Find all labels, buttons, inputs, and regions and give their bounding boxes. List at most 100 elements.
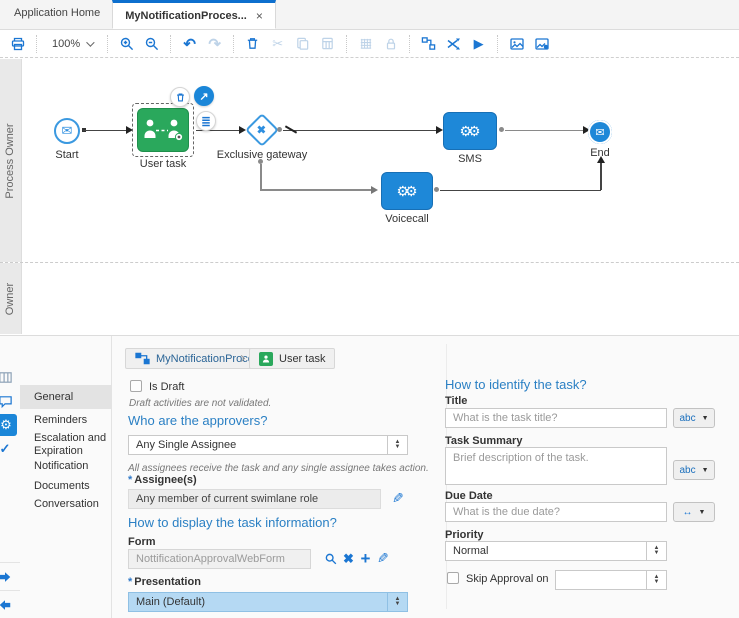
sequence-flow (260, 189, 372, 191)
sidebar-item-general[interactable]: General (20, 385, 112, 409)
user-task-node[interactable] (137, 108, 189, 152)
data-table-rail-button[interactable] (0, 367, 15, 387)
arrowhead-icon (371, 186, 378, 194)
play-button[interactable]: ▶ (473, 35, 484, 51)
swimlane-header-second[interactable]: Owner (0, 263, 22, 334)
trash-icon (176, 93, 184, 101)
menu-icon (202, 116, 210, 127)
export-image-button[interactable] (504, 33, 529, 55)
form-field[interactable] (128, 549, 311, 569)
envelope-icon: ✉ (595, 126, 605, 139)
paste-button[interactable] (315, 33, 340, 55)
sidebar-item-reminders[interactable]: Reminders (34, 414, 88, 426)
breadcrumb-process-label: MyNotificationProcess (156, 352, 265, 365)
sidebar-item-conversation[interactable]: Conversation (34, 498, 99, 510)
speech-bubble-icon (0, 395, 12, 408)
breadcrumb-usertask-button[interactable]: User task (249, 348, 336, 369)
swimlane-label: Process Owner (4, 122, 16, 199)
priority-select[interactable]: Normal ▲ ▼ (445, 541, 667, 561)
sidebar-item-notification[interactable]: Notification (34, 460, 89, 472)
sidebar-item-documents[interactable]: Documents (34, 480, 90, 492)
dropdown-caret-icon: ▼ (701, 466, 709, 474)
presentation-select[interactable]: Main (Default) ▲ ▼ (128, 592, 408, 612)
close-icon[interactable]: × (255, 8, 263, 23)
start-event-node[interactable]: ✉ (54, 118, 80, 144)
zoom-out-button[interactable] (139, 33, 164, 55)
abc-label: abc (679, 412, 696, 424)
sequence-flow (600, 162, 602, 190)
presentation-label: * Presentation (128, 576, 201, 588)
due-date-input[interactable] (445, 502, 667, 522)
delete-node-button[interactable] (170, 87, 190, 107)
zoom-in-button[interactable] (114, 33, 139, 55)
sequence-flow (83, 129, 128, 131)
redo-button[interactable]: ↷ (208, 35, 221, 53)
tab-process[interactable]: MyNotificationProces... × (112, 0, 276, 29)
skip-approval-select[interactable]: ▲ ▼ (555, 570, 667, 590)
is-draft-checkbox[interactable] (130, 380, 142, 392)
browse-form-button[interactable] (320, 548, 341, 569)
end-event-label: End (590, 147, 610, 159)
skip-approval-checkbox[interactable] (447, 572, 459, 584)
change-flow-button[interactable] (441, 33, 466, 55)
expand-panel-button[interactable] (0, 567, 15, 587)
validate-rail-button[interactable]: ✓ (0, 439, 15, 459)
zoom-level-select[interactable]: 100% (43, 38, 101, 50)
end-event-node[interactable]: ✉ (588, 120, 612, 144)
title-input[interactable] (445, 408, 667, 428)
voicecall-service-node[interactable]: ⚙⚙ (381, 172, 433, 210)
presentation-select-value: Main (Default) (136, 596, 206, 608)
node-menu-button[interactable] (196, 111, 216, 131)
trash-icon (247, 38, 258, 49)
sms-service-node[interactable]: ⚙⚙ (443, 112, 497, 150)
approvers-select[interactable]: Any Single Assignee ▲ ▼ (128, 435, 408, 455)
copy-button[interactable] (290, 33, 315, 55)
start-event-label: Start (55, 149, 79, 161)
cut-button[interactable]: ✂ (272, 35, 284, 51)
paste-icon (322, 37, 333, 50)
connector-dot (258, 159, 263, 164)
user-task-small-icon (259, 351, 273, 366)
toolbar-divider (409, 34, 411, 53)
print-button[interactable] (5, 33, 30, 55)
arrowhead-icon (126, 126, 133, 134)
exclusive-gateway-node[interactable]: ✖ (245, 113, 279, 147)
add-form-button[interactable]: + (355, 548, 376, 569)
remove-form-button[interactable]: ✖ (338, 548, 359, 569)
gateway-label: Exclusive gateway (216, 149, 308, 161)
arrowhead-up-icon (597, 156, 605, 163)
process-icon (135, 352, 150, 365)
delete-button[interactable] (240, 33, 265, 55)
go-to-implementation-button[interactable]: ↗ (194, 86, 214, 106)
grid-icon (360, 38, 372, 49)
sidebar-item-escalation[interactable]: Escalation and Expiration (34, 432, 107, 457)
spinner-icon: ▲ ▼ (387, 593, 407, 611)
sequence-flow (260, 164, 262, 190)
pencil-icon: ✎ (391, 490, 404, 506)
summary-type-button[interactable]: abc ▼ (673, 460, 715, 480)
undo-button[interactable]: ↶ (183, 35, 196, 53)
grid-button[interactable] (353, 33, 378, 55)
due-date-label: Due Date (445, 490, 493, 502)
breadcrumb-process-button[interactable]: MyNotificationProcess (125, 348, 275, 369)
summary-input[interactable] (445, 447, 667, 485)
collapse-panel-button[interactable] (0, 595, 15, 615)
edit-assignees-button[interactable]: ✎ (387, 488, 408, 509)
lock-button[interactable] (378, 33, 403, 55)
edit-form-button[interactable]: ✎ (372, 548, 393, 569)
properties-rail-button[interactable]: ⚙ (0, 414, 17, 436)
tab-application-home[interactable]: Application Home (14, 7, 101, 19)
approvers-select-value: Any Single Assignee (136, 439, 237, 451)
auto-layout-button[interactable] (416, 33, 441, 55)
due-date-type-button[interactable]: ↔ ▼ (673, 502, 715, 522)
gear-icon: ⚙ (0, 417, 12, 432)
identify-heading: How to identify the task? (445, 377, 587, 392)
auto-layout-icon (421, 37, 436, 50)
arrow-left-icon (0, 600, 11, 610)
connector-dot (499, 127, 504, 132)
image-settings-button[interactable] (529, 33, 554, 55)
title-type-button[interactable]: abc ▼ (673, 408, 715, 428)
comments-rail-button[interactable] (0, 391, 15, 411)
swimlane-header-process-owner[interactable]: Process Owner (0, 59, 22, 262)
search-icon (325, 553, 336, 564)
